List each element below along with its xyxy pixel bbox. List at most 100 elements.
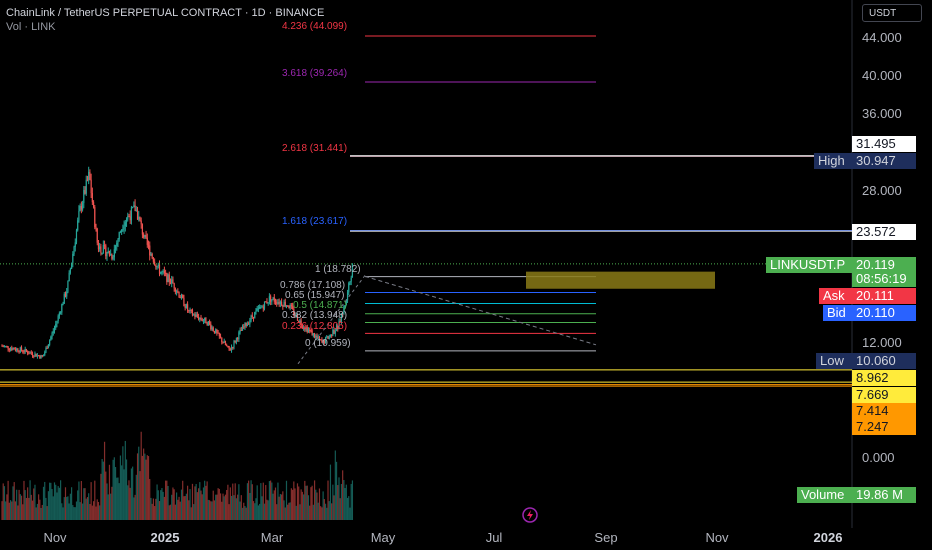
y-tick-28: 28.000 — [862, 183, 902, 198]
candle-body — [345, 300, 347, 306]
volume-bar — [318, 488, 321, 520]
candle-body — [205, 317, 207, 324]
volume-bar — [210, 501, 212, 520]
candle-body — [318, 336, 321, 340]
candle-body — [92, 202, 95, 208]
candle-body — [30, 352, 32, 354]
volume-bar — [288, 502, 290, 520]
volume-bar — [271, 482, 273, 520]
candle-body — [110, 254, 112, 256]
candle-body — [79, 206, 81, 211]
volume-bar — [255, 498, 257, 520]
candle-body — [263, 301, 266, 309]
volume-bar — [162, 491, 164, 520]
volume-bar — [75, 501, 78, 520]
volume-bar — [101, 459, 103, 520]
candle-body — [146, 237, 148, 245]
candle-body — [283, 301, 285, 307]
candle-body — [305, 327, 307, 330]
volume-bar — [119, 455, 122, 520]
volume-bar — [150, 497, 152, 520]
candle-body — [27, 351, 29, 354]
volume-bar — [110, 493, 112, 520]
candle-body — [256, 308, 258, 311]
volume-bar — [92, 501, 95, 520]
level-tag-31495: 31.495 — [852, 136, 916, 152]
candle-body — [144, 234, 146, 238]
volume-bar — [38, 494, 40, 520]
volume-bar — [47, 491, 49, 520]
candle-body — [75, 230, 78, 243]
volume-bar — [96, 499, 98, 520]
candle-body — [328, 335, 330, 339]
candle-body — [145, 234, 147, 238]
bid-label: Bid — [823, 305, 852, 321]
volume-bar — [60, 480, 62, 520]
candle-body — [72, 253, 74, 263]
volume-bar — [17, 505, 19, 520]
volume-bar — [329, 464, 332, 520]
candle-body — [121, 229, 123, 233]
candle-body — [34, 353, 36, 357]
volume-bar — [129, 487, 131, 520]
candle-body — [69, 268, 71, 273]
candle-body — [60, 312, 62, 314]
volume-bar — [127, 485, 129, 520]
volume-bar — [228, 504, 230, 520]
volume-bar — [174, 504, 176, 520]
candle-body — [342, 313, 344, 315]
volume-bar — [123, 469, 125, 520]
volume-bar — [51, 489, 53, 520]
candle-body — [140, 220, 142, 225]
volume-bar — [307, 495, 310, 520]
volume-bar — [68, 503, 70, 520]
volume-bar — [312, 504, 314, 520]
y-tick-44: 44.000 — [862, 30, 902, 45]
volume-bar — [211, 501, 213, 520]
volume-bar — [151, 503, 153, 520]
candle-body — [226, 344, 228, 346]
candle-body — [312, 333, 314, 336]
volume-bar — [106, 483, 108, 520]
candle-body — [335, 325, 338, 332]
volume-bar — [190, 507, 192, 520]
candle-body — [222, 342, 224, 344]
volume-bar — [332, 484, 334, 520]
candle-body — [215, 329, 217, 334]
candle-body — [63, 294, 65, 304]
volume-bar — [140, 431, 142, 520]
fib-level-05: 0.5 (14.871) — [293, 300, 347, 311]
volume-bar — [28, 497, 30, 520]
fib-level-0236: 0.236 (12.805) — [282, 321, 348, 332]
volume-bar — [323, 499, 325, 520]
volume-bar — [345, 484, 347, 520]
candle-body — [266, 301, 268, 304]
volume-bar — [289, 502, 291, 520]
candle-body — [46, 347, 48, 349]
volume-bar — [19, 494, 21, 520]
candle-body — [2, 346, 4, 348]
volume-bar — [49, 482, 51, 520]
volume-bar — [97, 501, 100, 520]
volume-bar — [67, 496, 69, 520]
candle-body — [117, 239, 119, 243]
candle-body — [122, 229, 124, 231]
volume-bar — [64, 487, 67, 520]
candle-body — [8, 349, 10, 351]
volume-bar — [305, 485, 307, 520]
volume-bar — [27, 487, 29, 520]
volume-bar — [163, 496, 165, 520]
candle-body — [221, 337, 223, 343]
candle-body — [16, 348, 18, 351]
volume-bar — [81, 503, 84, 520]
currency-button[interactable]: USDT — [862, 4, 922, 22]
volume-bar — [95, 506, 97, 520]
candle-body — [177, 291, 179, 293]
x-label-sep: Sep — [594, 530, 618, 545]
volume-bar — [74, 507, 76, 520]
volume-bar — [222, 493, 224, 520]
volume-bar — [14, 501, 17, 520]
volume-bar — [179, 501, 181, 520]
candle-body — [261, 306, 263, 308]
